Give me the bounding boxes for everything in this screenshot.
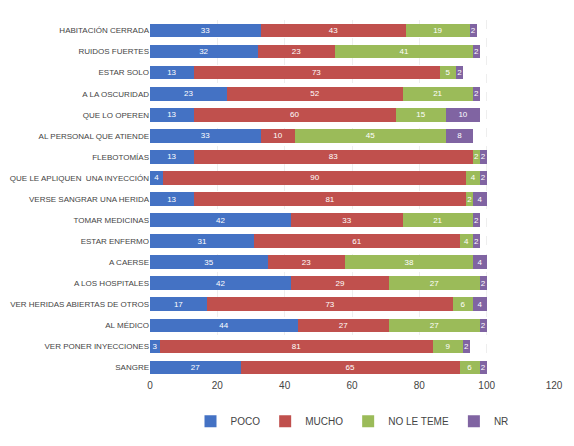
svg-text:90: 90 (310, 173, 319, 182)
svg-text:13: 13 (167, 152, 176, 161)
svg-text:31: 31 (197, 237, 206, 246)
svg-text:SANGRE: SANGRE (115, 363, 149, 372)
svg-text:9: 9 (445, 342, 450, 351)
svg-text:2: 2 (481, 152, 486, 161)
svg-text:52: 52 (310, 89, 319, 98)
svg-text:2: 2 (474, 152, 479, 161)
svg-text:19: 19 (433, 26, 442, 35)
svg-text:HABITACIÓN CERRADA: HABITACIÓN CERRADA (59, 26, 149, 35)
svg-text:NR: NR (494, 416, 508, 427)
svg-text:33: 33 (342, 216, 351, 225)
svg-text:POCO: POCO (231, 416, 261, 427)
svg-text:65: 65 (346, 363, 355, 372)
svg-text:27: 27 (430, 321, 439, 330)
svg-text:20: 20 (212, 380, 224, 391)
svg-text:2: 2 (457, 68, 462, 77)
svg-text:120: 120 (546, 380, 563, 391)
svg-text:VER PONER INYECCIONES: VER PONER INYECCIONES (45, 342, 149, 351)
svg-text:A CAERSE: A CAERSE (109, 258, 149, 267)
svg-text:33: 33 (201, 131, 210, 140)
svg-text:2: 2 (481, 173, 486, 182)
svg-text:5: 5 (445, 68, 450, 77)
svg-text:3: 3 (153, 342, 158, 351)
svg-text:42: 42 (216, 216, 225, 225)
svg-text:44: 44 (219, 321, 228, 330)
svg-text:73: 73 (325, 300, 334, 309)
svg-text:81: 81 (325, 195, 334, 204)
svg-text:4: 4 (154, 173, 159, 182)
svg-text:0: 0 (147, 380, 153, 391)
svg-text:AL MÉDICO: AL MÉDICO (105, 321, 149, 330)
svg-text:29: 29 (335, 279, 344, 288)
svg-text:ESTAR ENFERMO: ESTAR ENFERMO (81, 237, 149, 246)
svg-text:81: 81 (292, 342, 301, 351)
svg-text:VER HERIDAS ABIERTAS DE OTROS: VER HERIDAS ABIERTAS DE OTROS (10, 300, 149, 309)
svg-text:4: 4 (477, 195, 482, 204)
svg-text:A LA OSCURIDAD: A LA OSCURIDAD (82, 90, 149, 99)
svg-text:61: 61 (352, 237, 361, 246)
svg-text:41: 41 (399, 47, 408, 56)
svg-text:40: 40 (279, 380, 291, 391)
svg-text:83: 83 (329, 152, 338, 161)
svg-text:2: 2 (464, 342, 469, 351)
svg-text:2: 2 (481, 363, 486, 372)
svg-text:33: 33 (201, 26, 210, 35)
svg-text:NO LE TEME: NO LE TEME (388, 416, 449, 427)
svg-text:6: 6 (467, 363, 472, 372)
svg-text:35: 35 (204, 258, 213, 267)
svg-text:100: 100 (478, 380, 495, 391)
svg-text:TOMAR MEDICINAS: TOMAR MEDICINAS (74, 216, 149, 225)
svg-text:4: 4 (464, 237, 469, 246)
svg-text:10: 10 (458, 110, 467, 119)
svg-text:2: 2 (481, 321, 486, 330)
svg-text:QUE LE APLIQUEN UNA INYECCIÓN: QUE LE APLIQUEN UNA INYECCIÓN (10, 174, 149, 183)
svg-text:RUIDOS FUERTES: RUIDOS FUERTES (78, 47, 149, 56)
svg-text:60: 60 (290, 110, 299, 119)
svg-text:15: 15 (416, 110, 425, 119)
svg-text:A LOS HOSPITALES: A LOS HOSPITALES (74, 279, 149, 288)
svg-text:2: 2 (474, 47, 479, 56)
svg-text:21: 21 (433, 216, 442, 225)
svg-text:23: 23 (302, 258, 311, 267)
svg-text:10: 10 (273, 131, 282, 140)
svg-text:2: 2 (474, 237, 479, 246)
svg-text:6: 6 (461, 300, 466, 309)
svg-text:2: 2 (474, 216, 479, 225)
svg-text:2: 2 (474, 89, 479, 98)
svg-text:FLEBOTOMÍAS: FLEBOTOMÍAS (92, 153, 149, 162)
svg-text:27: 27 (191, 363, 200, 372)
svg-text:23: 23 (292, 47, 301, 56)
svg-text:21: 21 (433, 89, 442, 98)
svg-text:43: 43 (329, 26, 338, 35)
svg-text:4: 4 (477, 300, 482, 309)
svg-text:27: 27 (430, 279, 439, 288)
svg-text:QUE LO OPEREN: QUE LO OPEREN (83, 111, 149, 120)
svg-text:27: 27 (339, 321, 348, 330)
svg-text:AL PERSONAL QUE ATIENDE: AL PERSONAL QUE ATIENDE (39, 132, 149, 141)
svg-text:2: 2 (471, 26, 476, 35)
svg-text:38: 38 (405, 258, 414, 267)
svg-text:8: 8 (457, 131, 462, 140)
svg-text:13: 13 (167, 110, 176, 119)
svg-text:42: 42 (216, 279, 225, 288)
svg-text:17: 17 (174, 300, 183, 309)
svg-text:MUCHO: MUCHO (305, 416, 343, 427)
svg-text:73: 73 (312, 68, 321, 77)
svg-text:4: 4 (471, 173, 476, 182)
svg-text:4: 4 (477, 258, 482, 267)
svg-text:13: 13 (167, 68, 176, 77)
svg-text:2: 2 (467, 195, 472, 204)
svg-text:80: 80 (414, 380, 426, 391)
svg-text:23: 23 (184, 89, 193, 98)
svg-text:2: 2 (481, 279, 486, 288)
svg-text:60: 60 (346, 380, 358, 391)
svg-text:32: 32 (199, 47, 208, 56)
svg-text:45: 45 (366, 131, 375, 140)
svg-text:13: 13 (167, 195, 176, 204)
svg-text:ESTAR SOLO: ESTAR SOLO (98, 68, 149, 77)
svg-text:VERSE SANGRAR UNA HERIDA: VERSE SANGRAR UNA HERIDA (29, 195, 150, 204)
